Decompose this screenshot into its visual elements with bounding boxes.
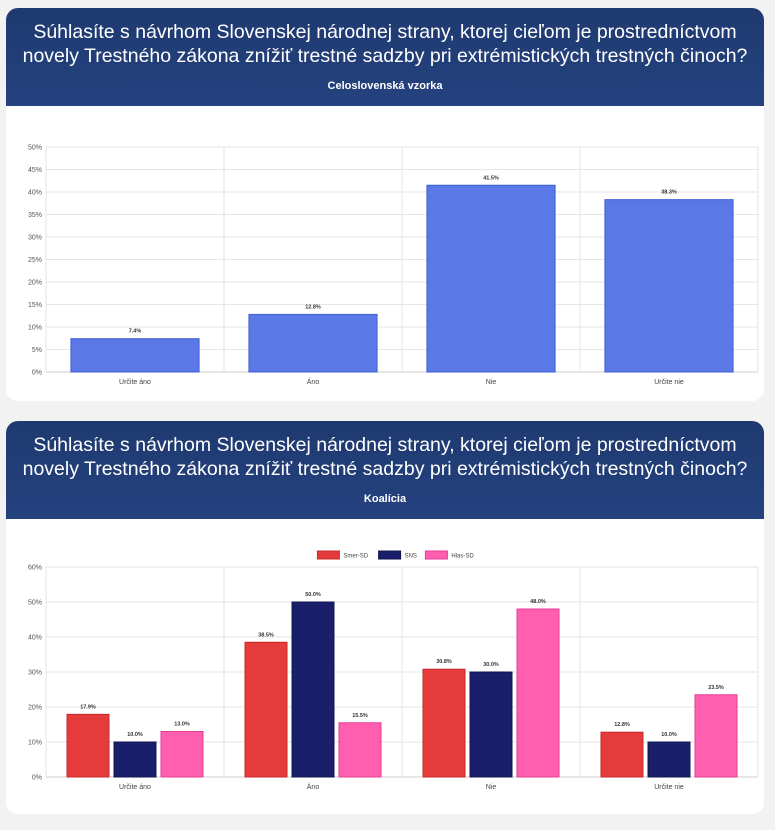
chart-header: Súhlasíte s návrhom Slovenskej národnej … [6,421,764,519]
legend-label: Hlas-SD [451,554,474,560]
y-tick-label: 0% [32,370,42,377]
x-tick-label: Nie [486,784,497,791]
bar [426,184,556,373]
y-tick-label: 30% [28,670,42,677]
x-tick-label: Určite áno [119,784,151,791]
bar-value-label: 38.3% [661,190,677,196]
y-tick-label: 60% [28,565,42,572]
bar-value-label: 38.5% [258,632,274,638]
x-tick-label: Áno [307,377,320,386]
bar [422,668,466,778]
y-tick-label: 40% [28,635,42,642]
y-tick-label: 10% [28,325,42,332]
bar [291,601,335,778]
bar [600,731,644,778]
bar [469,671,513,778]
y-tick-label: 5% [32,347,42,354]
bar-value-label: 13.0% [174,722,190,728]
bar [66,713,110,778]
bar [604,199,734,373]
y-tick-label: 10% [28,740,42,747]
chart-header: Súhlasíte s návrhom Slovenskej národnej … [6,8,764,106]
bar [516,608,560,778]
y-tick-label: 45% [28,167,42,174]
bar-value-label: 41.5% [483,175,499,181]
y-tick-label: 50% [28,600,42,607]
x-tick-label: Nie [486,379,497,386]
y-tick-label: 40% [28,190,42,197]
bar-value-label: 10.0% [127,732,143,738]
bar [113,741,157,778]
x-tick-label: Určite nie [654,379,684,386]
legend-swatch [316,550,340,560]
bar-value-label: 30.0% [483,662,499,668]
bar [244,641,288,778]
legend-swatch [424,550,448,560]
bar-value-label: 50.0% [305,592,321,598]
bar [160,731,204,778]
chart-subtitle: Celoslovenská vzorka [327,80,443,92]
chart-card-coalition: Súhlasíte s návrhom Slovenskej národnej … [6,421,764,814]
bar-value-label: 12.8% [305,304,321,310]
bar [338,722,382,778]
legend-swatch [378,550,402,560]
y-tick-label: 25% [28,257,42,264]
bar [647,741,691,778]
bar-value-label: 10.0% [661,732,677,738]
legend-label: SNS [405,554,417,560]
chart-subtitle: Koalícia [363,493,407,505]
y-tick-label: 20% [28,705,42,712]
x-tick-label: Určite áno [119,379,151,386]
y-tick-label: 20% [28,280,42,287]
y-tick-label: 35% [28,212,42,219]
bar [694,694,738,778]
bar-value-label: 7.4% [129,329,142,335]
bar-value-label: 48.0% [530,599,546,605]
bar [70,338,200,373]
y-tick-label: 30% [28,235,42,242]
bar-chart-national: 0% 5% 10% 15% 20% 25% 30% 35% 40% 45% 50% Určite án… [28,145,759,386]
legend-label: Smer-SD [343,554,368,560]
bar-value-label: 23.5% [708,685,724,691]
bar-value-label: 15.5% [352,713,368,719]
x-tick-label: Určite nie [654,784,684,791]
bar-chart-coalition: 0% 10% 20% 30% 40% 50% 60% Určite áno 17.9% 10.0%… [28,550,759,791]
chart-title: Súhlasíte s návrhom Slovenskej národnej … [22,21,748,67]
y-tick-label: 15% [28,302,42,309]
y-tick-label: 50% [28,145,42,152]
chart-title: Súhlasíte s návrhom Slovenskej národnej … [22,434,748,480]
x-tick-label: Áno [307,782,320,791]
y-tick-label: 0% [32,775,42,782]
chart-card-national: Súhlasíte s návrhom Slovenskej národnej … [6,8,764,401]
bar-value-label: 17.9% [80,704,96,710]
bar [248,313,378,373]
bar-value-label: 12.8% [614,722,630,728]
bar-value-label: 30.8% [436,659,452,665]
